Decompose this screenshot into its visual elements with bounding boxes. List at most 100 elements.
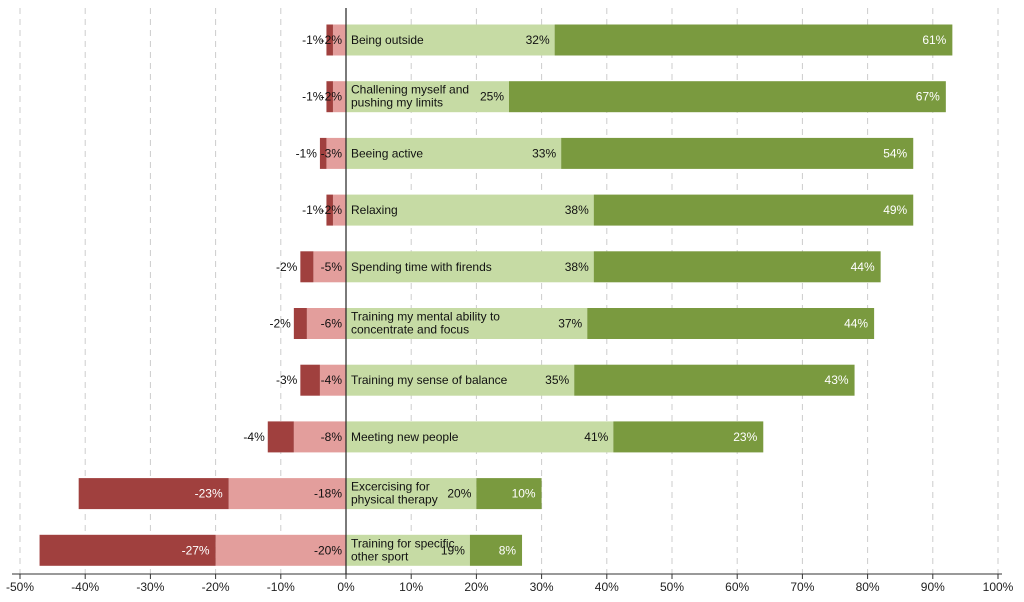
bar-strong-negative xyxy=(300,364,320,396)
category-label: Excercising for xyxy=(351,480,430,494)
bar-strong-negative xyxy=(39,534,216,566)
bar-strong-negative xyxy=(326,194,333,226)
x-tick-label: 90% xyxy=(921,580,945,594)
value-label-negative: -3% xyxy=(321,146,343,160)
value-label-strong-negative: -4% xyxy=(243,430,265,444)
bar-strong-negative xyxy=(293,308,307,339)
x-tick-label: 10% xyxy=(399,580,423,594)
bar-strong-positive xyxy=(613,421,764,453)
x-tick-label: -50% xyxy=(6,580,34,594)
bar-positive xyxy=(346,24,555,56)
value-label-strong-negative: -1% xyxy=(296,146,318,160)
bar-negative xyxy=(313,251,346,283)
value-label-positive: 25% xyxy=(480,90,504,104)
value-label-negative: -2% xyxy=(321,33,343,47)
bar-positive xyxy=(346,137,562,169)
category-label: Training for specific xyxy=(351,536,455,550)
value-label-negative: -6% xyxy=(321,317,343,331)
value-label-negative: -2% xyxy=(321,203,343,217)
value-label-negative: -4% xyxy=(321,373,343,387)
bar-strong-negative xyxy=(78,478,229,510)
bar-strong-positive xyxy=(561,137,914,169)
value-label-positive: 41% xyxy=(584,430,608,444)
x-tick-label: 0% xyxy=(337,580,355,594)
bar-positive xyxy=(346,364,575,396)
bar-strong-positive xyxy=(554,24,953,56)
value-label-strong-negative: -23% xyxy=(195,487,223,501)
value-label-positive: 38% xyxy=(565,260,589,274)
value-label-strong-negative: -3% xyxy=(276,373,298,387)
value-label-negative: -20% xyxy=(314,543,342,557)
value-label-strong-negative: -27% xyxy=(182,543,210,557)
value-label-strong-negative: -1% xyxy=(302,90,324,104)
category-label: Training my sense of balance xyxy=(351,373,508,387)
category-label: Challening myself and xyxy=(351,83,469,97)
value-label-negative: -2% xyxy=(321,90,343,104)
value-label-positive: 20% xyxy=(447,487,471,501)
category-label: Beeing active xyxy=(351,146,423,160)
value-label-positive: 32% xyxy=(526,33,550,47)
bar-strong-negative xyxy=(319,137,327,169)
x-tick-label: -20% xyxy=(202,580,230,594)
x-tick-label: 100% xyxy=(983,580,1014,594)
bar-strong-positive xyxy=(476,478,542,510)
bar-negative xyxy=(215,534,346,566)
category-label: Being outside xyxy=(351,33,424,47)
bar-strong-positive xyxy=(587,308,875,339)
category-label: Spending time with firends xyxy=(351,260,492,274)
bar-negative xyxy=(319,364,346,396)
value-label-strong-negative: -2% xyxy=(269,317,291,331)
bar-positive xyxy=(346,421,614,453)
value-label-strong-negative: -2% xyxy=(276,260,298,274)
bar-negative xyxy=(332,24,346,56)
category-label: Relaxing xyxy=(351,203,398,217)
category-label: physical therapy xyxy=(351,493,438,507)
bar-negative xyxy=(332,81,346,113)
value-label-strong-positive: 23% xyxy=(733,430,757,444)
value-label-negative: -18% xyxy=(314,487,342,501)
bars xyxy=(39,24,953,566)
value-label-positive: 19% xyxy=(441,543,465,557)
bar-positive xyxy=(346,194,594,226)
value-label-strong-negative: -1% xyxy=(302,33,324,47)
axes: -50% -40% -30% -20% -10% 0% 10% 20% 30% 40% 50% 60%… xyxy=(6,8,1014,594)
category-label: pushing my limits xyxy=(351,96,443,110)
category-label: Meeting new people xyxy=(351,430,459,444)
bar-positive xyxy=(346,251,594,283)
value-label-strong-positive: 8% xyxy=(499,543,517,557)
category-label: concentrate and focus xyxy=(351,323,469,337)
value-label-strong-positive: 44% xyxy=(851,260,875,274)
x-tick-label: 80% xyxy=(856,580,880,594)
bar-negative xyxy=(228,478,346,510)
x-tick-label: 60% xyxy=(725,580,749,594)
x-tick-label: 50% xyxy=(660,580,684,594)
bar-negative xyxy=(293,421,346,453)
bar-positive xyxy=(346,81,509,113)
value-label-strong-positive: 54% xyxy=(883,146,907,160)
bar-strong-positive xyxy=(469,534,523,566)
x-tick-label: 70% xyxy=(790,580,814,594)
labels: Being outside 32% 61%-2%-1%Challening myse… xyxy=(182,33,947,563)
bar-positive xyxy=(346,478,477,510)
bar-positive xyxy=(346,308,588,339)
bar-strong-positive xyxy=(509,81,946,113)
bar-strong-negative xyxy=(267,421,294,453)
value-label-strong-positive: 10% xyxy=(512,487,536,501)
bar-negative xyxy=(306,308,346,339)
bar-positive xyxy=(346,534,470,566)
x-tick-label: -40% xyxy=(71,580,99,594)
x-tick-label: -10% xyxy=(267,580,295,594)
value-label-positive: 37% xyxy=(558,317,582,331)
x-tick-label: -30% xyxy=(136,580,164,594)
bar-negative xyxy=(326,137,346,169)
bar-strong-negative xyxy=(326,81,333,113)
value-label-negative: -8% xyxy=(321,430,343,444)
x-tick-label: 30% xyxy=(530,580,554,594)
bar-strong-positive xyxy=(593,194,914,226)
bar-strong-positive xyxy=(593,251,881,283)
value-label-positive: 35% xyxy=(545,373,569,387)
value-label-positive: 38% xyxy=(565,203,589,217)
value-label-strong-positive: 49% xyxy=(883,203,907,217)
bar-negative xyxy=(332,194,346,226)
